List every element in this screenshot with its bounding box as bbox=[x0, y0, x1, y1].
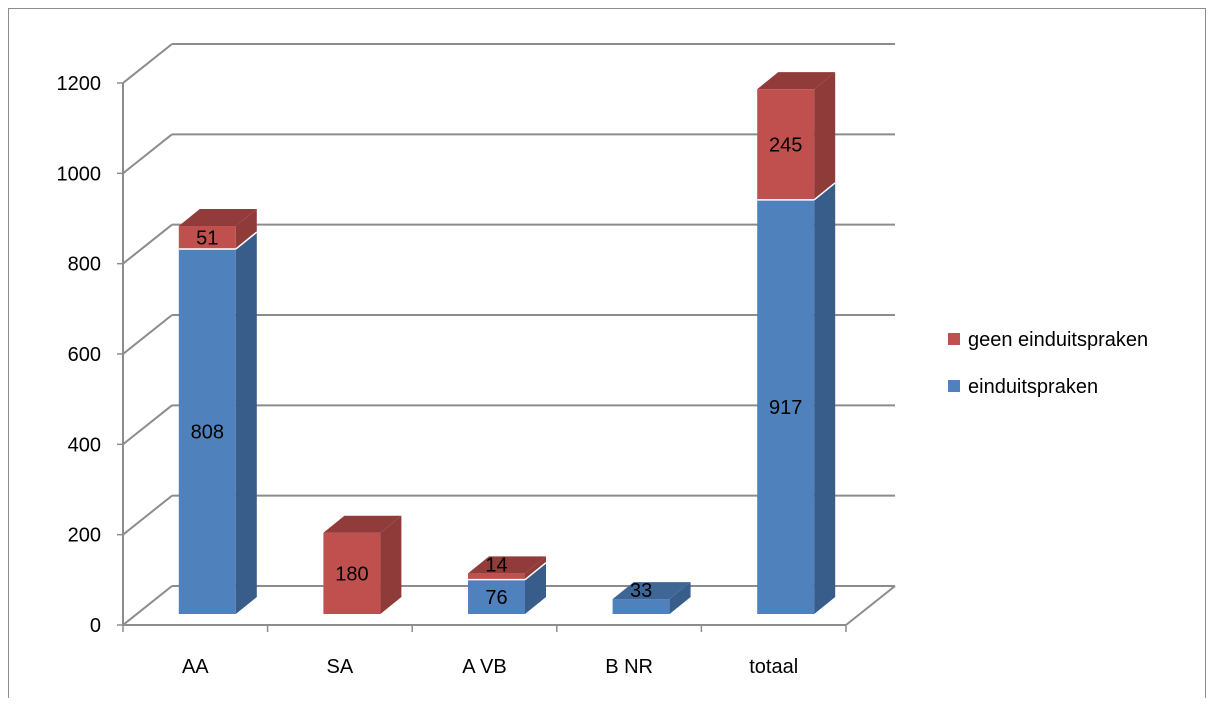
y-tick-label: 1000 bbox=[57, 163, 102, 185]
bar-sa-geen-einduitspraken-side bbox=[380, 515, 402, 614]
y-tick-label: 0 bbox=[90, 615, 101, 637]
data-label-a-vb-geen-einduitspraken: 14 bbox=[485, 554, 507, 576]
grid-diagonal bbox=[122, 585, 173, 626]
grid-diagonal bbox=[122, 404, 173, 446]
data-label-totaal-einduitspraken: 917 bbox=[769, 397, 802, 419]
x-tick-label: AA bbox=[182, 656, 209, 678]
y-tick-label: 600 bbox=[68, 344, 101, 366]
data-labels: 808 51 180 76 14 33 917 245 bbox=[191, 134, 803, 608]
legend-label-geen-einduitspraken: geen einduitspraken bbox=[968, 329, 1148, 351]
bar-a-vb-geen-einduitspraken-side bbox=[525, 556, 546, 580]
y-tick-label: 800 bbox=[68, 254, 101, 276]
bars bbox=[178, 72, 836, 615]
data-label-totaal-geen-einduitspraken: 245 bbox=[769, 134, 802, 156]
bar-a-vb-einduitspraken-front bbox=[468, 579, 525, 614]
bar-a-vb-geen-einduitspraken-front bbox=[468, 573, 525, 580]
grid-diagonal bbox=[122, 223, 173, 265]
segment-divider bbox=[813, 182, 836, 201]
x-tick-label: totaal bbox=[749, 656, 798, 678]
bar-aa-einduitspraken-side bbox=[235, 232, 257, 614]
bar-totaal-geen-einduitspraken-side bbox=[814, 72, 836, 200]
grid-diagonal bbox=[122, 43, 173, 84]
grid-diagonal bbox=[122, 133, 173, 175]
segment-divider bbox=[235, 231, 258, 250]
y-tick-label: 200 bbox=[68, 525, 101, 547]
data-label-aa-geen-einduitspraken: 51 bbox=[196, 228, 218, 250]
segment-divider bbox=[524, 562, 547, 581]
bar-b-nr-einduitspraken-front bbox=[612, 599, 670, 614]
chart-frame bbox=[8, 8, 1206, 698]
bar-totaal-geen-einduitspraken-front bbox=[757, 89, 815, 200]
y-tick-label: 400 bbox=[68, 434, 101, 456]
bar-sa-geen-einduitspraken-top bbox=[323, 515, 402, 533]
bar-totaal-einduitspraken-side bbox=[814, 182, 836, 615]
bar-totaal-geen-einduitspraken-top bbox=[757, 72, 836, 90]
y-tick-label: 1200 bbox=[57, 73, 102, 95]
bar-totaal-einduitspraken-front bbox=[757, 199, 815, 615]
legend-swatch-einduitspraken bbox=[948, 380, 960, 392]
bar-b-nr-einduitspraken-side bbox=[669, 582, 691, 614]
data-label-sa-geen-einduitspraken: 180 bbox=[335, 563, 368, 585]
bar-sa-geen-einduitspraken-front bbox=[323, 532, 381, 614]
legend-label-einduitspraken: einduitspraken bbox=[968, 376, 1098, 398]
legend: geen einduitspraken einduitspraken bbox=[948, 329, 1148, 398]
bar-a-vb-geen-einduitspraken-top bbox=[468, 556, 546, 574]
bar-b-nr-einduitspraken-top bbox=[612, 582, 691, 600]
bar-aa-geen-einduitspraken-side bbox=[235, 209, 257, 250]
x-tick-label: B NR bbox=[605, 656, 653, 678]
bar-aa-geen-einduitspraken-top bbox=[178, 209, 257, 227]
bar-aa-geen-einduitspraken-front bbox=[178, 226, 236, 250]
x-tick-label: A VB bbox=[462, 656, 506, 678]
grid-diagonal bbox=[122, 314, 173, 355]
axes: 0 200 400 600 800 1000 1200 AA SA A VB B NR totaal bbox=[57, 73, 896, 678]
x-tick-label: SA bbox=[327, 656, 354, 678]
legend-swatch-geen-einduitspraken bbox=[948, 333, 960, 345]
data-label-a-vb-einduitspraken: 76 bbox=[485, 587, 507, 609]
data-label-aa-einduitspraken: 808 bbox=[191, 422, 224, 444]
floor-right-edge bbox=[845, 585, 896, 626]
grid-diagonal bbox=[122, 494, 173, 536]
data-label-b-nr-einduitspraken: 33 bbox=[630, 580, 652, 602]
bar-aa-einduitspraken-front bbox=[178, 249, 236, 614]
